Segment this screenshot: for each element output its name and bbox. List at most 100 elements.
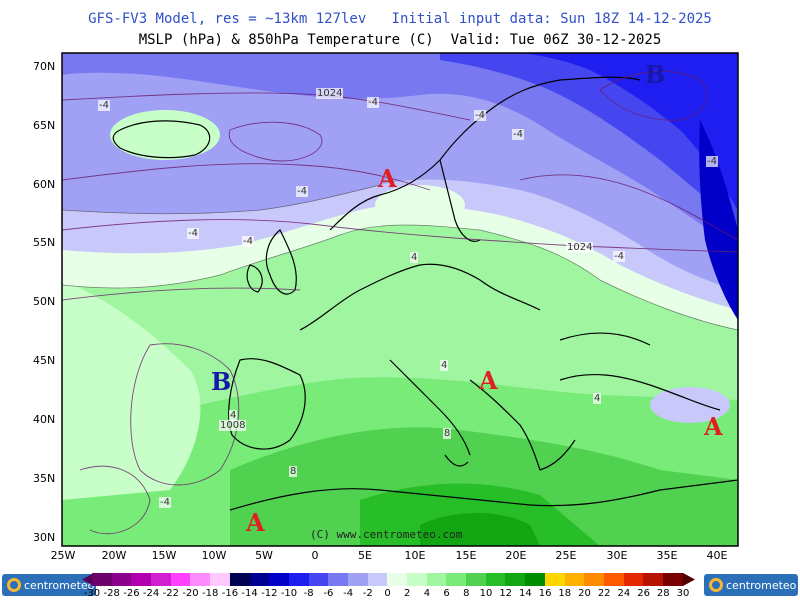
colorbar-tick-label: 14 [519,588,532,599]
coast-north-africa [229,479,738,511]
colorbar-swatch [662,573,683,586]
colorbar-tick-label: -4 [343,588,354,599]
isotherm-label: 8 [443,428,452,439]
lon-label: 25W [50,549,76,562]
colorbar-swatch [328,573,348,586]
isotherm-label: -4 [613,251,625,262]
high-pressure-marker: A [378,164,397,193]
lat-label: 40N [33,413,56,426]
colorbar-tick-label: 6 [443,588,450,599]
lon-label: 40E [706,549,728,562]
isotherm-label: 8 [289,466,298,477]
isotherm-label: 4 [593,393,602,404]
coast-balkans-greece [469,379,576,471]
colorbar-tick-label: -26 [123,588,140,599]
colorbar-swatch [407,573,427,586]
isotherm-label: -4 [367,97,379,108]
lon-label: 15W [151,549,177,562]
coast-turkey-blacksea [559,332,721,411]
colorbar-tick-label: -20 [182,588,199,599]
isotherm-label: 4 [410,252,419,263]
colorbar-swatch [210,573,230,586]
colorbar-swatch [308,573,329,586]
lat-label: 45N [33,354,56,367]
temp-band-2 [62,280,201,500]
colorbar-swatch [249,573,270,586]
isotherm-label: 4 [229,410,238,421]
logo-ring-icon [7,578,21,592]
isotherm-label: -4 [706,156,718,167]
colorbar-tick-label: 30 [676,588,690,599]
colorbar-swatch [92,573,112,586]
low-pressure-marker: B [645,60,666,89]
lat-label: 35N [33,472,56,485]
colorbar-swatch [151,573,171,586]
lon-label: 25E [555,549,577,562]
colorbar-tick-label: 28 [656,588,670,599]
colorbar-tick-label: 18 [558,588,572,599]
colorbar-swatch [426,573,447,586]
colorbar-tick-label: 24 [617,588,631,599]
isobar-label: 1008 [219,420,247,431]
temp-pocket-iceland [110,110,220,160]
isotherm-label: 4 [440,360,449,371]
lon-label: 5E [358,549,372,562]
logo-text: centrometeo [726,578,797,592]
logo-text: centrometeo [24,578,95,592]
temp-band-m10 [520,53,738,210]
lon-label: 10W [201,549,227,562]
temp-band-12 [420,512,540,546]
isobars [62,70,738,535]
colorbar-swatch [564,573,585,586]
coast-british-isles [246,229,297,295]
coastlines [112,76,738,511]
colorbar-swatch [603,573,624,586]
colorbar-swatch [446,573,467,586]
colorbar-swatch [229,573,250,586]
colorbar-swatch [111,573,132,586]
isobar-label: 1024 [566,242,594,253]
colorbar-tick-label: 8 [463,588,470,599]
lon-label: 5W [255,549,273,562]
temp-pocket-eastmed [650,387,730,423]
centrometeo-logo-left: centrometeo [2,574,96,596]
low-pressure-marker: B [211,367,232,396]
colorbar-tick-label: -24 [142,588,160,599]
colorbar-tick-label: 12 [499,588,513,599]
colorbar-swatch [505,573,526,586]
copyright-text: (C) www.centrometeo.com [310,528,463,541]
lat-label: 70N [33,60,56,73]
colorbar-swatch [367,573,388,586]
colorbar-tick-label: -28 [103,588,120,599]
coast-europe-west [299,263,541,331]
lat-label: 55N [33,236,56,249]
isotherm-label: -4 [474,110,486,121]
colorbar-arrow-left [82,573,94,586]
colorbar [92,573,683,586]
colorbar-swatch [466,573,486,586]
lat-label: 65N [33,119,56,132]
lon-label: 15E [455,549,477,562]
isotherm-label: -4 [296,186,308,197]
isotherms [62,184,738,331]
high-pressure-marker: A [479,366,498,395]
lon-label: 30E [606,549,628,562]
colorbar-swatch [485,573,506,586]
colorbar-tick-label: 16 [538,588,552,599]
colorbar-tick-label: -18 [202,588,219,599]
map-title-line2: MSLP (hPa) & 850hPa Temperature (C) Vali… [138,32,662,48]
colorbar-tick-label: 0 [384,588,391,599]
lat-label: 60N [33,178,56,191]
lon-label: 20W [101,549,127,562]
isotherm-label: -4 [512,129,524,140]
colorbar-arrow-right [683,573,695,586]
isotherm-label: -4 [242,236,254,247]
colorbar-swatch [131,573,152,586]
map-frame [61,52,739,547]
colorbar-tick-label: -14 [241,588,258,599]
colorbar-swatch [387,573,407,586]
coast-iberia [228,358,306,450]
lon-label: 35E [656,549,678,562]
colorbar-tick-label: 22 [597,588,611,599]
